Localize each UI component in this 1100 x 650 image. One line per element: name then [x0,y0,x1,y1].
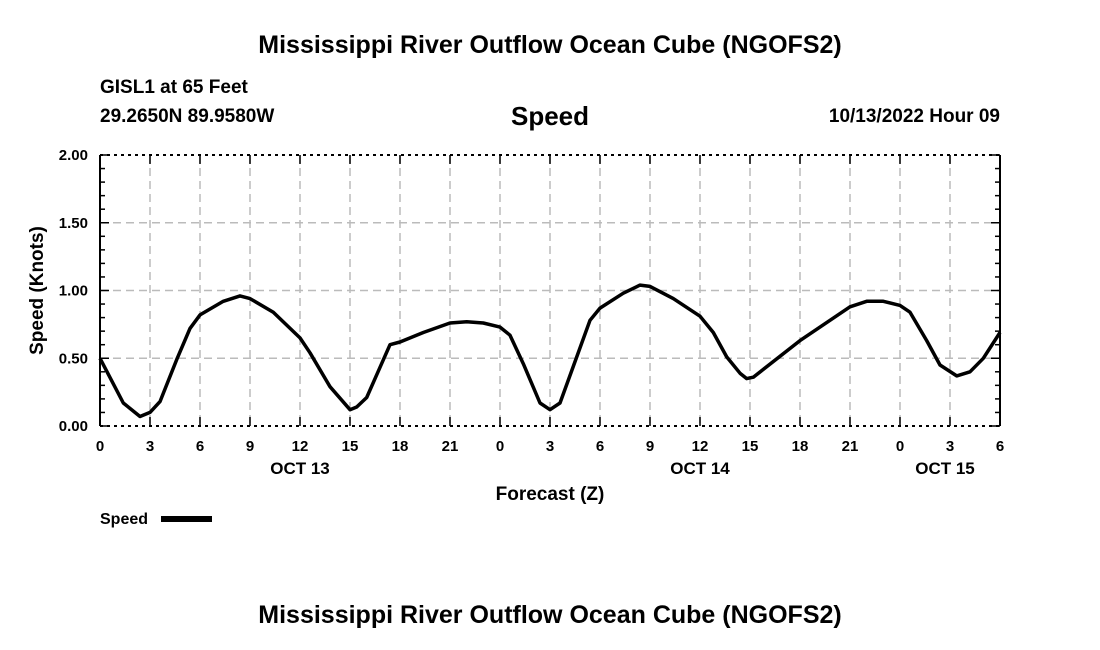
x-tick-label: 12 [692,438,709,455]
legend-label: Speed [100,511,148,528]
station-coordinates: 29.2650N 89.9580W [100,106,275,127]
x-tick-label: 0 [896,438,904,455]
y-tick-label: 2.00 [59,147,88,164]
y-tick-label: 0.50 [59,350,88,367]
footer-title: Mississippi River Outflow Ocean Cube (NG… [258,601,842,629]
x-tick-label: 9 [646,438,654,455]
x-tick-label: 0 [96,438,104,455]
x-tick-label: 3 [146,438,154,455]
x-tick-label: 3 [546,438,554,455]
x-tick-label: 6 [996,438,1004,455]
main-title: Mississippi River Outflow Ocean Cube (NG… [258,31,842,59]
y-tick-label: 0.00 [59,418,88,435]
x-tick-label: 6 [596,438,604,455]
x-axis-label: Forecast (Z) [496,484,605,505]
day-label: OCT 14 [670,459,730,478]
day-label: OCT 15 [915,459,975,478]
x-tick-label: 9 [246,438,254,455]
x-tick-label: 12 [292,438,309,455]
x-tick-label: 18 [792,438,809,455]
y-axis-label: Speed (Knots) [27,226,48,355]
x-tick-label: 15 [342,438,359,455]
station-label: GISL1 at 65 Feet [100,77,248,98]
y-tick-label: 1.00 [59,283,88,300]
forecast-datetime: 10/13/2022 Hour 09 [828,106,1000,127]
x-tick-label: 6 [196,438,204,455]
x-tick-label: 0 [496,438,504,455]
x-tick-label: 15 [742,438,759,455]
x-tick-label: 21 [442,438,459,455]
day-label: OCT 13 [270,459,330,478]
x-tick-label: 3 [946,438,954,455]
y-tick-label: 1.50 [59,215,88,232]
chart-title: Speed [510,101,590,131]
x-tick-label: 21 [842,438,859,455]
x-tick-label: 18 [392,438,409,455]
